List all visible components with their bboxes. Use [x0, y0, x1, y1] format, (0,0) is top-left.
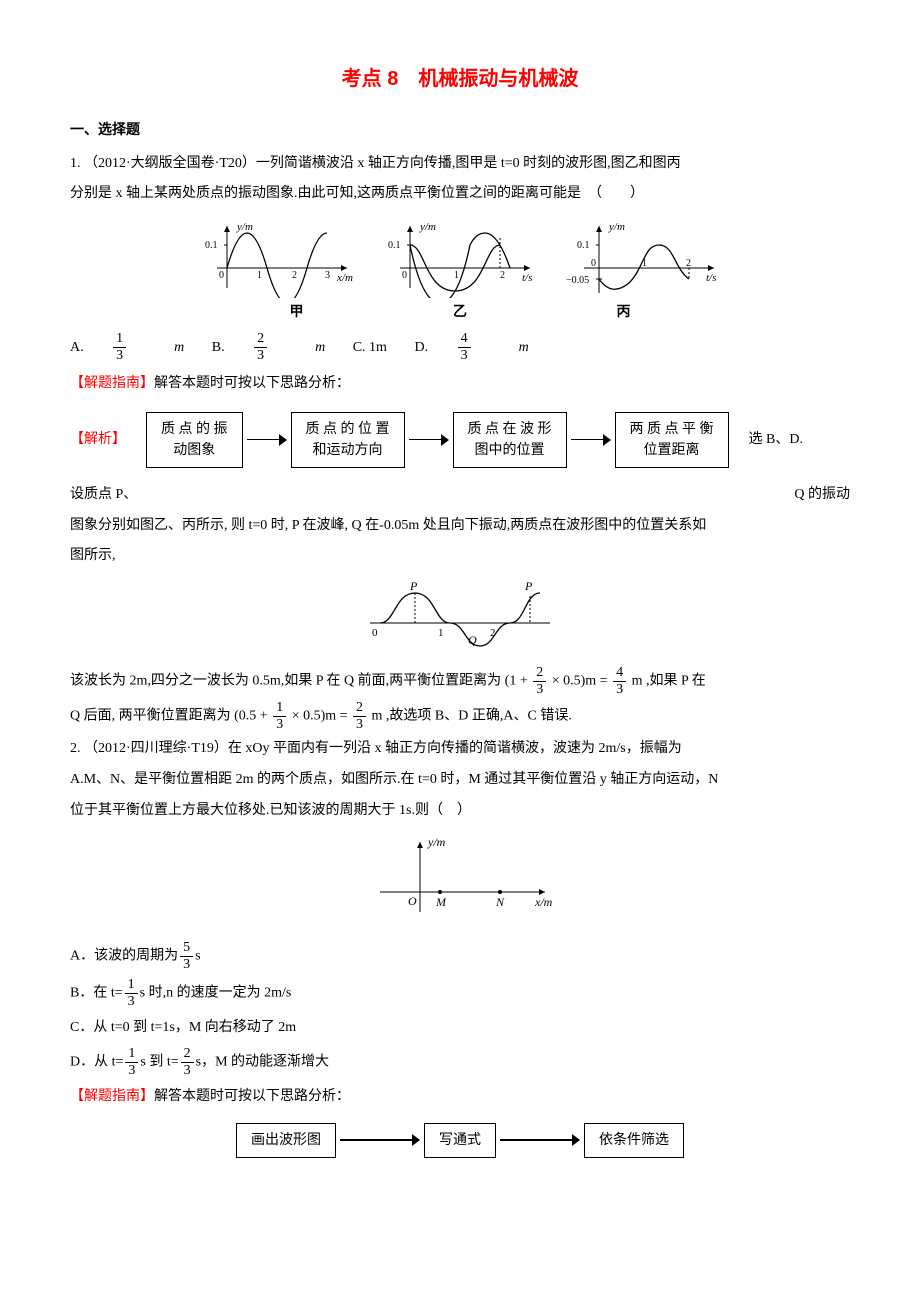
- svg-text:t/s: t/s: [522, 272, 532, 284]
- svg-text:N: N: [495, 895, 505, 909]
- fig-yi: y/m t/s 0.1 0 1 2: [380, 218, 540, 298]
- svg-text:y/m: y/m: [427, 835, 446, 849]
- svg-text:0: 0: [591, 258, 596, 269]
- svg-text:0: 0: [219, 270, 224, 281]
- q2-stem-1: 2. （2012·四川理综·T19）在 xOy 平面内有一列沿 x 轴正方向传播…: [70, 736, 850, 763]
- fig-pq: 0 1 2 P P Q: [70, 578, 850, 659]
- svg-text:0.1: 0.1: [577, 240, 590, 251]
- svg-text:O: O: [408, 894, 417, 908]
- q1-options: A. 13m B. 23m C. 1m D. 43m: [70, 332, 850, 363]
- q1-guide: 【解题指南】解答本题时可按以下思路分析：: [70, 371, 850, 398]
- svg-text:−0.05: −0.05: [566, 275, 589, 286]
- arrow-icon: [571, 434, 611, 446]
- q1-stem-line1: 1. （2012·大纲版全国卷·T20）一列简谐横波沿 x 轴正方向传播,图甲是…: [70, 151, 850, 178]
- svg-text:0.1: 0.1: [205, 240, 218, 251]
- q1-para3: 图所示,: [70, 543, 850, 570]
- section-heading: 一、选择题: [70, 118, 850, 145]
- flow-box-1: 质 点 的 振动图象: [146, 412, 243, 468]
- svg-text:2: 2: [500, 270, 505, 281]
- q2-guide: 【解题指南】解答本题时可按以下思路分析：: [70, 1084, 850, 1111]
- flow-box-4: 两 质 点 平 衡位置距离: [615, 412, 729, 468]
- svg-text:3: 3: [325, 270, 330, 281]
- q1-row2: 设质点 P、Q 的振动: [70, 482, 850, 509]
- svg-text:1: 1: [438, 627, 444, 639]
- svg-text:y/m: y/m: [608, 221, 625, 233]
- arrow-icon: [500, 1134, 580, 1146]
- flow2-box-1: 画出波形图: [236, 1123, 336, 1158]
- flow-box-2: 质 点 的 位 置和运动方向: [291, 412, 405, 468]
- svg-text:1: 1: [257, 270, 262, 281]
- flow2-box-2: 写通式: [424, 1123, 496, 1158]
- svg-text:1: 1: [454, 270, 459, 281]
- svg-text:t/s: t/s: [706, 272, 716, 284]
- svg-text:x/m: x/m: [534, 895, 553, 909]
- page-title: 考点 8 机械振动与机械波: [70, 60, 850, 98]
- fig-bing: y/m t/s 0.1 −0.05 0 1 2: [564, 218, 724, 298]
- svg-text:0.1: 0.1: [388, 240, 401, 251]
- svg-text:0: 0: [372, 627, 378, 639]
- q2-stem-2: A.M、N、是平衡位置相距 2m 的两个质点，如图所示.在 t=0 时，M 通过…: [70, 767, 850, 794]
- q2-stem-3: 位于其平衡位置上方最大位移处.已知该波的周期大于 1s.则（ ）: [70, 798, 850, 825]
- q1-para5: Q 后面, 两平衡位置距离为 (0.5 + 13 × 0.5)m = 23 m …: [70, 701, 850, 732]
- svg-text:P: P: [409, 579, 418, 593]
- q1-para2: 图象分别如图乙、丙所示, 则 t=0 时, P 在波峰, Q 在-0.05m 处…: [70, 513, 850, 540]
- svg-text:Q: Q: [468, 633, 477, 647]
- fig-jia: y/m x/m 0.1 0 1 2 3: [197, 218, 357, 298]
- arrow-icon: [340, 1134, 420, 1146]
- svg-text:M: M: [435, 895, 447, 909]
- q1-figures: y/m x/m 0.1 0 1 2 3 y/m t/s 0.1 0 1 2 y/…: [70, 218, 850, 327]
- arrow-icon: [409, 434, 449, 446]
- fig-mn: y/m x/m O M N: [70, 832, 850, 933]
- flow-box-3: 质 点 在 波 形图中的位置: [453, 412, 567, 468]
- svg-text:P: P: [524, 579, 533, 593]
- q1-para4: 该波长为 2m,四分之一波长为 0.5m,如果 P 在 Q 前面,两平衡位置距离…: [70, 666, 850, 697]
- cap-bing: 丙: [544, 298, 704, 325]
- q1-flow: 【解析】 质 点 的 振动图象 质 点 的 位 置和运动方向 质 点 在 波 形…: [70, 412, 850, 468]
- q2-flow: 画出波形图 写通式 依条件筛选: [70, 1123, 850, 1158]
- svg-text:2: 2: [686, 258, 691, 269]
- cap-jia: 甲: [217, 298, 377, 325]
- svg-text:2: 2: [292, 270, 297, 281]
- svg-text:x/m: x/m: [336, 272, 353, 284]
- flow2-box-3: 依条件筛选: [584, 1123, 684, 1158]
- svg-text:0: 0: [402, 270, 407, 281]
- arrow-icon: [247, 434, 287, 446]
- cap-yi: 乙: [380, 298, 540, 325]
- q2-options: A．该波的周期为53s B．在 t=13s 时,n 的速度一定为 2m/s C．…: [70, 941, 850, 1079]
- q1-stem-line2: 分别是 x 轴上某两处质点的振动图象.由此可知,这两质点平衡位置之间的距离可能是…: [70, 181, 850, 208]
- svg-text:y/m: y/m: [419, 221, 436, 233]
- svg-text:y/m: y/m: [236, 221, 253, 233]
